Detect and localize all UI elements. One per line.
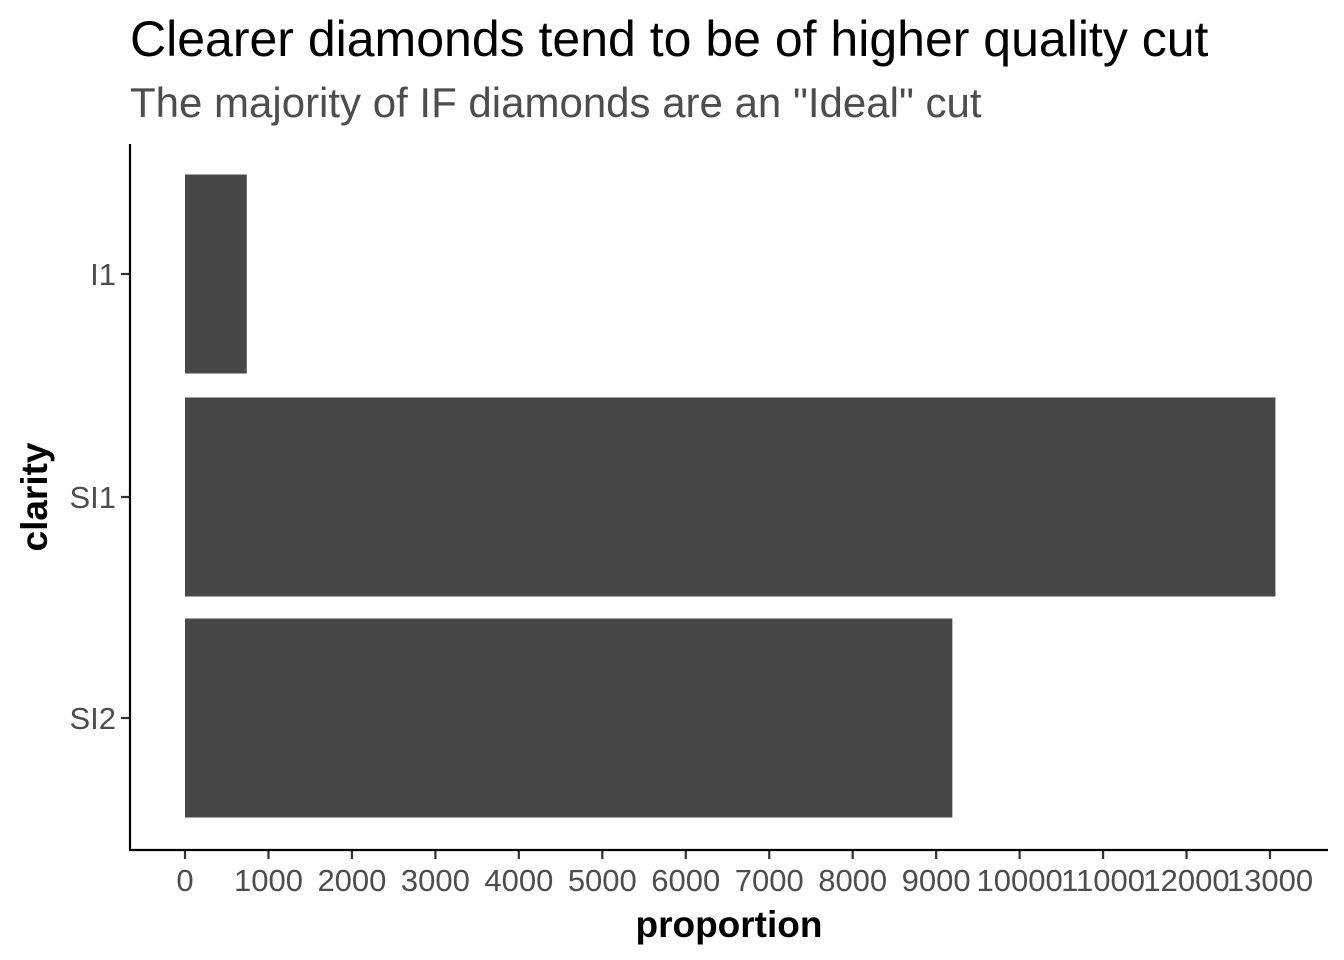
- x-tick-label: 2000: [317, 863, 386, 898]
- y-tick-label: I1: [90, 257, 116, 292]
- bar-si2: [185, 618, 953, 818]
- chart-subtitle: The majority of IF diamonds are an "Idea…: [130, 79, 982, 126]
- x-tick-label: 10000: [977, 863, 1063, 898]
- x-tick-label: 8000: [818, 863, 887, 898]
- bar-si1: [185, 397, 1276, 597]
- x-tick-label: 7000: [735, 863, 804, 898]
- x-tick-label: 3000: [401, 863, 470, 898]
- x-tick-label: 12000: [1143, 863, 1229, 898]
- x-tick-label: 6000: [651, 863, 720, 898]
- x-axis-ticks: 0 1000 2000 3000 4000 5000 6000 7000 8000 9000 100…: [176, 850, 1313, 898]
- bars-group: [185, 174, 1276, 818]
- x-tick-label: 4000: [484, 863, 553, 898]
- y-axis-ticks: I1 SI1 SI2: [69, 257, 130, 736]
- bar-i1: [185, 174, 247, 374]
- x-axis-title: proportion: [635, 904, 822, 945]
- chart-title: Clearer diamonds tend to be of higher qu…: [130, 11, 1209, 67]
- x-tick-label: 5000: [568, 863, 637, 898]
- y-tick-label: SI1: [69, 480, 116, 515]
- x-tick-label: 1000: [234, 863, 303, 898]
- x-tick-label: 11000: [1061, 863, 1145, 898]
- x-tick-label: 9000: [902, 863, 971, 898]
- x-tick-label: 0: [176, 863, 193, 898]
- y-axis-title: clarity: [14, 442, 55, 551]
- y-tick-label: SI2: [69, 701, 116, 736]
- x-tick-label: 13000: [1227, 863, 1313, 898]
